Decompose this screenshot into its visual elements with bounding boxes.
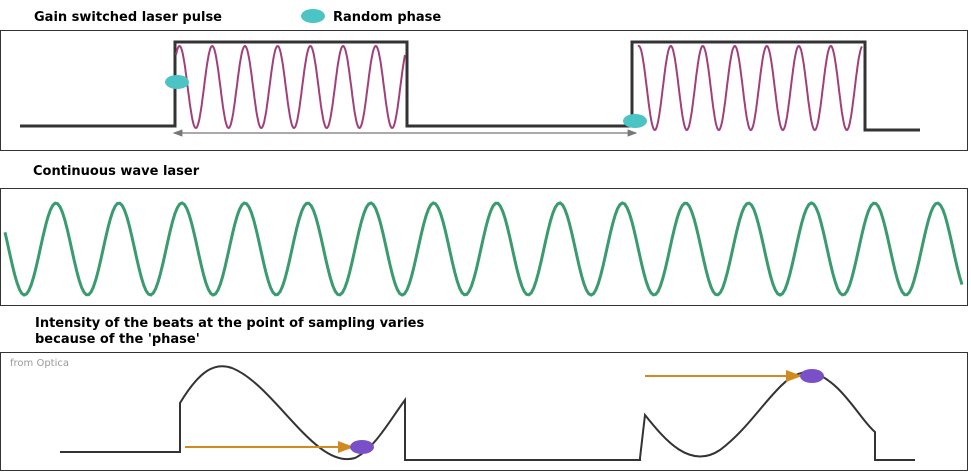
panel-borders bbox=[0, 30, 968, 471]
section-title: because of the 'phase' bbox=[35, 332, 200, 347]
phase-marker bbox=[623, 114, 647, 128]
pulse-oscillation bbox=[175, 44, 406, 130]
sample-point bbox=[350, 440, 374, 454]
pulse-envelope bbox=[20, 40, 920, 132]
section-title: Continuous wave laser bbox=[33, 164, 200, 179]
cw-wave bbox=[3, 201, 964, 297]
pulse-oscillation bbox=[637, 44, 863, 132]
section-title: Intensity of the beats at the point of s… bbox=[35, 316, 425, 331]
phase-marker bbox=[165, 75, 189, 89]
panel-title: Gain switched laser pulse bbox=[34, 10, 222, 25]
phase-marker bbox=[301, 9, 325, 23]
legend-label: Random phase bbox=[333, 10, 441, 25]
sample-point bbox=[800, 369, 824, 383]
beat-signal bbox=[60, 365, 915, 461]
source-note: from Optica bbox=[10, 358, 69, 369]
